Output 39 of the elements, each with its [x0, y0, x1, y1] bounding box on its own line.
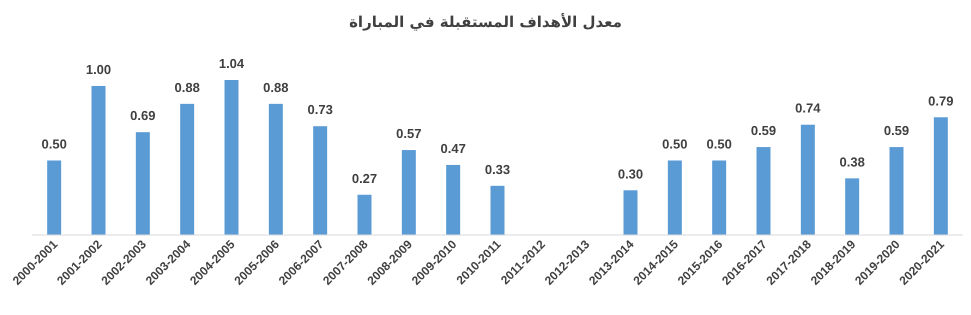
data-label: 0.59: [884, 123, 910, 138]
bar: [92, 86, 106, 235]
bar: [358, 194, 372, 235]
data-label: 0.79: [928, 93, 954, 108]
data-label: 0.47: [440, 140, 466, 156]
data-label: 0.88: [174, 80, 200, 95]
data-label: 0.50: [662, 136, 688, 152]
bar: [446, 164, 460, 235]
data-label: 1.04: [218, 56, 245, 71]
bar: [845, 178, 860, 235]
bar: [668, 160, 682, 235]
data-label: 0.30: [618, 166, 644, 182]
bar: [800, 124, 815, 235]
bar: [224, 80, 238, 235]
bar: [402, 150, 416, 235]
bar: [934, 117, 948, 235]
data-label: 1.00: [86, 62, 112, 77]
data-label: 0.73: [308, 102, 333, 118]
data-label: 0.33: [484, 162, 510, 177]
data-label: 0.88: [263, 80, 288, 95]
data-label: 0.50: [706, 136, 732, 152]
bar: [890, 147, 904, 235]
bar: [756, 147, 770, 235]
bar: [268, 104, 283, 235]
data-label: 0.50: [42, 136, 67, 152]
data-label: 0.27: [352, 170, 378, 186]
bar: [490, 186, 504, 235]
bar: [136, 132, 150, 235]
data-label: 0.38: [840, 154, 865, 170]
bar: [624, 190, 638, 235]
data-label: 0.69: [130, 108, 156, 124]
bar: [47, 160, 62, 235]
data-label: 0.74: [795, 100, 822, 116]
bar: [712, 160, 726, 235]
bar: [180, 104, 194, 235]
data-label: 0.59: [750, 123, 776, 138]
data-label: 0.57: [396, 126, 422, 142]
bar: [313, 126, 328, 235]
chart-title: معدل الأهداف المستقبلة في المباراة: [349, 12, 622, 31]
